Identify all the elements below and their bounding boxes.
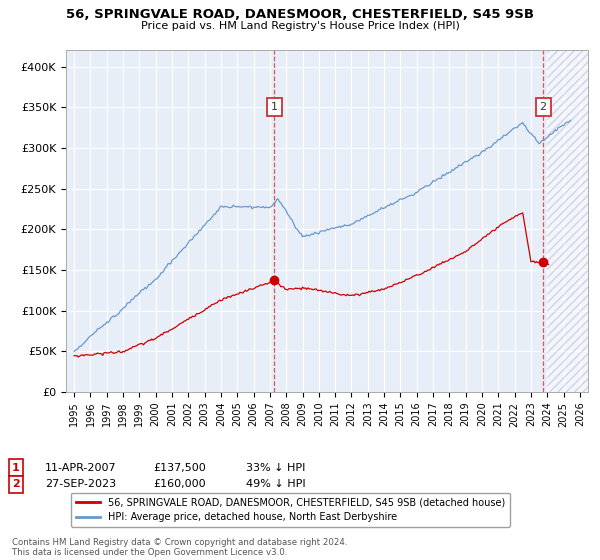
Text: 56, SPRINGVALE ROAD, DANESMOOR, CHESTERFIELD, S45 9SB: 56, SPRINGVALE ROAD, DANESMOOR, CHESTERF…	[66, 8, 534, 21]
Text: 2: 2	[12, 479, 20, 489]
Text: Contains HM Land Registry data © Crown copyright and database right 2024.
This d: Contains HM Land Registry data © Crown c…	[12, 538, 347, 557]
Text: 11-APR-2007: 11-APR-2007	[45, 463, 116, 473]
Legend: 56, SPRINGVALE ROAD, DANESMOOR, CHESTERFIELD, S45 9SB (detached house), HPI: Ave: 56, SPRINGVALE ROAD, DANESMOOR, CHESTERF…	[71, 492, 510, 527]
Bar	[547, 50, 588, 392]
Text: £160,000: £160,000	[153, 479, 206, 489]
Text: 1: 1	[271, 102, 278, 113]
Text: 2: 2	[539, 102, 547, 113]
Text: 27-SEP-2023: 27-SEP-2023	[45, 479, 116, 489]
Text: 49% ↓ HPI: 49% ↓ HPI	[246, 479, 305, 489]
Text: 33% ↓ HPI: 33% ↓ HPI	[246, 463, 305, 473]
Text: £137,500: £137,500	[153, 463, 206, 473]
Text: Price paid vs. HM Land Registry's House Price Index (HPI): Price paid vs. HM Land Registry's House …	[140, 21, 460, 31]
Text: 1: 1	[12, 463, 20, 473]
